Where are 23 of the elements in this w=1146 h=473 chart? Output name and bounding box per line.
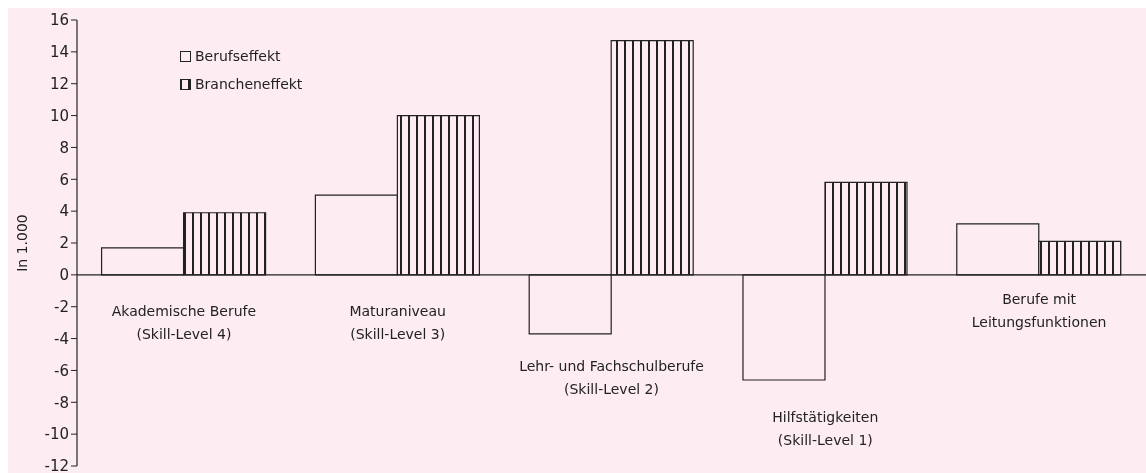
y-tick-label: 2 <box>59 234 69 253</box>
y-tick-label: 6 <box>59 170 69 189</box>
y-axis-title: In 1.000 <box>13 214 30 272</box>
y-tick-label: -6 <box>54 361 69 380</box>
y-tick-label: 16 <box>49 11 69 30</box>
y-tick-label: -8 <box>54 393 69 412</box>
x-tick-label: Maturaniveau (Skill-Level 3) <box>349 302 446 342</box>
y-tick-label: -10 <box>44 425 69 444</box>
x-tick-label: Lehr- und Fachschulberufe (Skill-Level 2) <box>519 357 704 397</box>
y-tick-label: 14 <box>49 43 69 62</box>
y-tick-label: -2 <box>54 298 69 317</box>
y-tick-label: 8 <box>59 138 69 157</box>
y-tick-label: 0 <box>59 266 69 285</box>
legend-label: Berufseffekt <box>195 48 281 65</box>
x-tick-label: Berufe mit Leitungsfunktionen <box>971 290 1107 330</box>
y-tick-label: -12 <box>44 457 69 473</box>
legend-label: Brancheneffekt <box>195 76 303 93</box>
x-tick-label: Hilfstätigkeiten (Skill-Level 1) <box>772 408 879 448</box>
y-tick-label: -4 <box>54 329 69 348</box>
x-tick-label: Akademische Berufe (Skill-Level 4) <box>111 302 257 342</box>
y-tick-label: 10 <box>49 106 69 125</box>
y-tick-label: 12 <box>49 75 69 94</box>
y-tick-label: 4 <box>59 202 69 221</box>
